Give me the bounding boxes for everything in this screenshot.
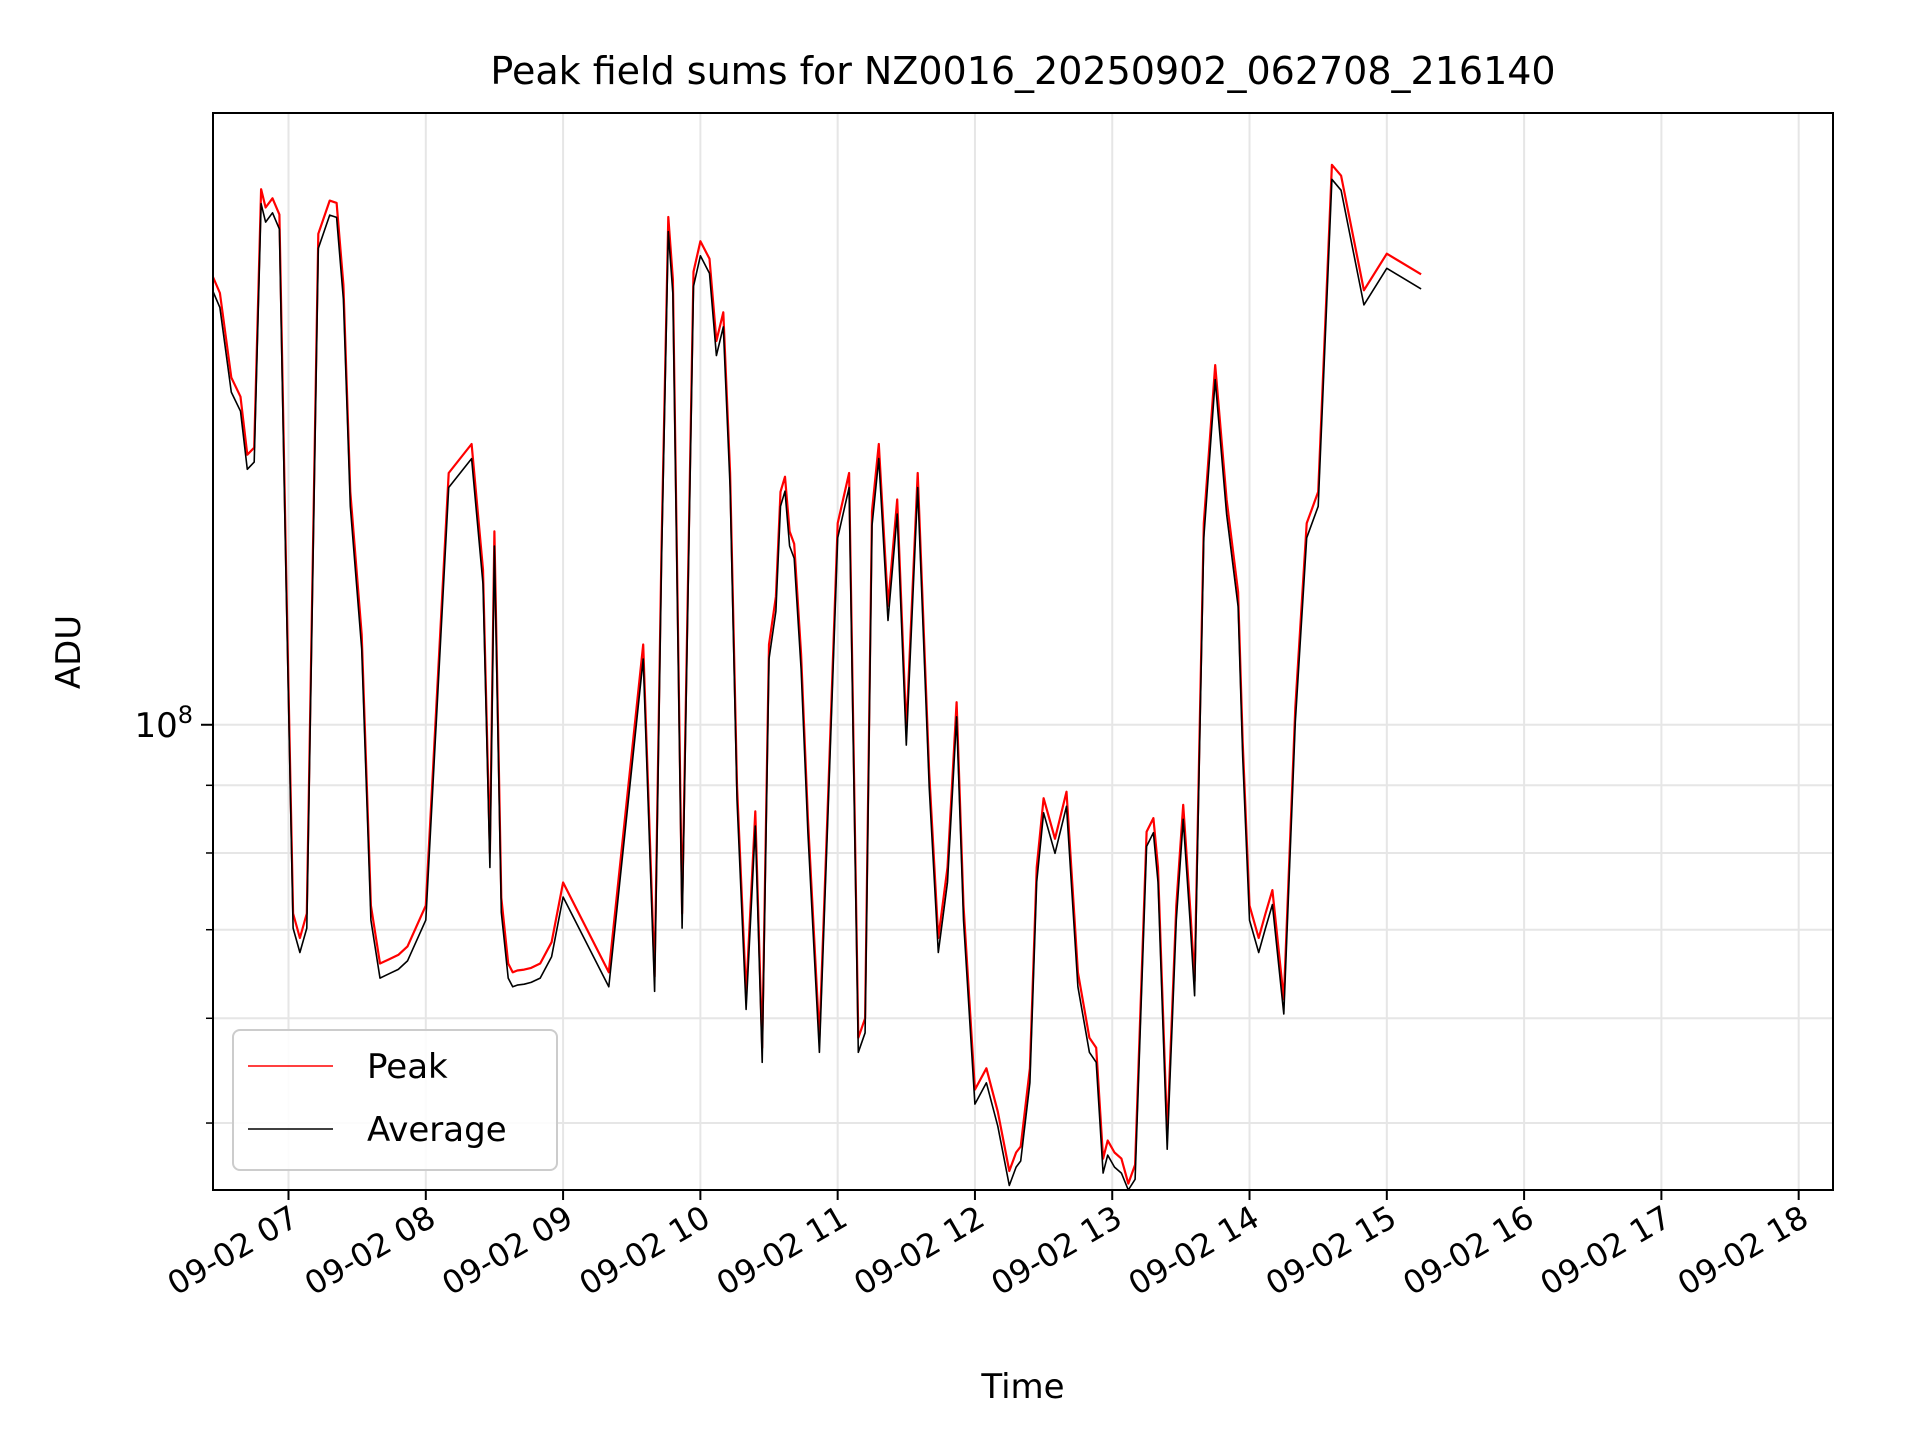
plot-frame <box>212 112 1834 1191</box>
legend-box <box>232 1029 558 1171</box>
legend-peak-label: Peak <box>367 1047 448 1087</box>
y-axis-label: ADU <box>49 615 89 689</box>
x-axis-label: Time <box>980 1367 1064 1407</box>
chart-title: Peak field sums for NZ0016_20250902_0627… <box>490 49 1555 93</box>
y-tick-label: 108 <box>134 701 193 746</box>
y-axis-ticks: 108 <box>134 701 213 1124</box>
legend-average-label: Average <box>367 1110 507 1150</box>
plot-lines <box>211 163 1422 1191</box>
legend: Peak Average <box>232 1029 558 1171</box>
series-line-average <box>212 178 1422 1191</box>
